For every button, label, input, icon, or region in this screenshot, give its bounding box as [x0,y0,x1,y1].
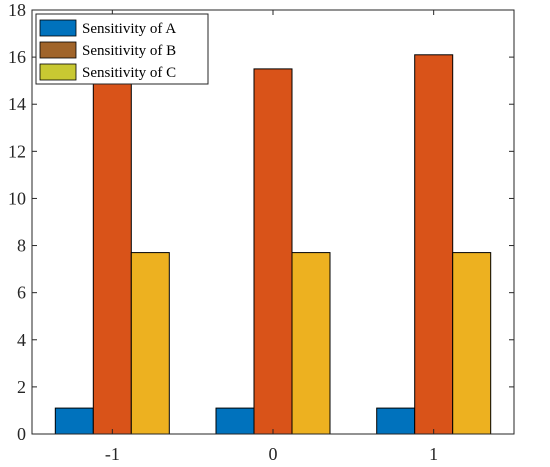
y-tick-label: 4 [17,330,26,350]
bar-sensitivity-of-b--1 [92,82,132,435]
bar-sensitivity-of-a-0 [215,407,255,435]
bar-sensitivity-of-c-1 [452,252,492,435]
legend-swatch-2 [39,41,77,59]
y-tick-label: 16 [8,47,26,67]
legend-swatch-3 [39,63,77,81]
x-tick-label: -1 [105,444,120,464]
y-tick-label: 10 [8,188,26,208]
y-tick-label: 8 [17,236,26,256]
legend[interactable]: Sensitivity of A Sensitivity of B Sensitiv… [35,13,209,85]
legend-label-1: Sensitivity of A [82,21,176,37]
y-tick-label: 18 [8,0,26,20]
legend-swatch-1 [39,19,77,37]
x-tick-label: 1 [429,444,438,464]
axes-box [31,9,515,435]
y-tick-label: 6 [17,283,26,303]
y-axis-ticks: 0 2 4 6 8 10 12 14 16 18 [8,0,514,444]
legend-label-3: Sensitivity of C [82,65,176,81]
bar-sensitivity-of-c-0 [291,252,331,435]
y-tick-label: 0 [17,424,26,444]
x-axis-ticks: -1 0 1 [105,10,438,464]
bar-sensitivity-of-b-0 [253,68,293,435]
legend-label-2: Sensitivity of B [82,43,176,59]
bar-sensitivity-of-a--1 [54,407,94,435]
y-tick-label: 12 [8,141,26,161]
bars-layer [54,54,492,435]
bar-sensitivity-of-b-1 [414,54,454,435]
x-tick-label: 0 [269,444,278,464]
y-tick-label: 14 [8,94,26,114]
bar-sensitivity-of-c--1 [130,252,170,435]
y-tick-label: 2 [17,377,26,397]
bar-sensitivity-of-a-1 [376,407,416,435]
